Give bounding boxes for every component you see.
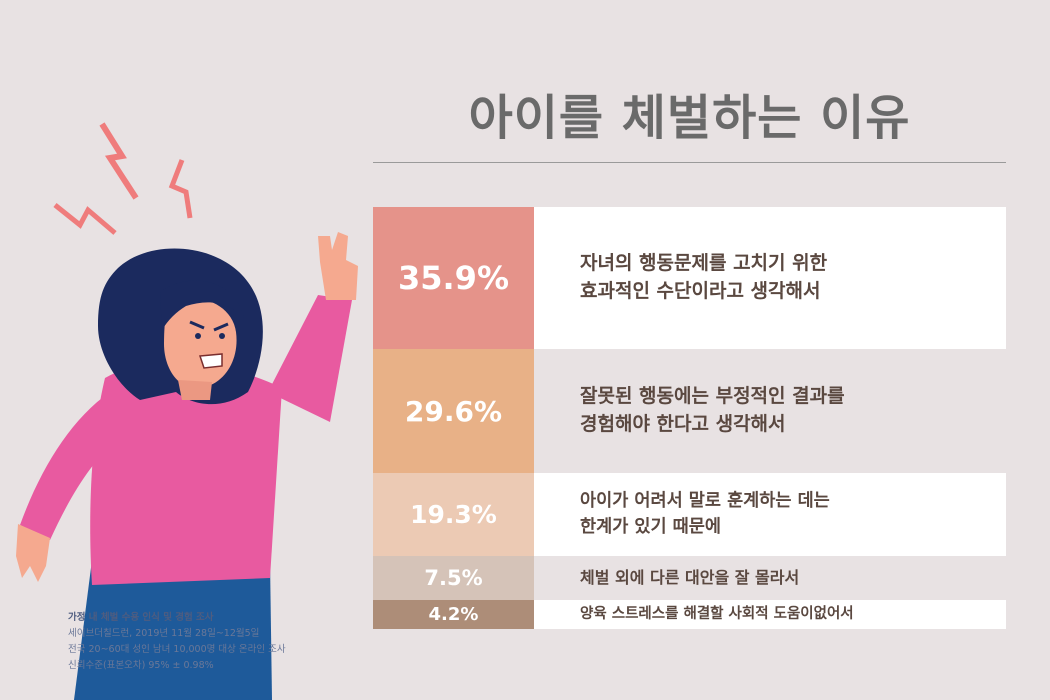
reason-line: 아이가 어려서 말로 훈계하는 데는 <box>580 491 830 512</box>
reason-line: 자녀의 행동문제를 고치기 위한 <box>580 252 828 275</box>
mouth <box>198 353 223 369</box>
percent-cell: 35.9% <box>373 207 534 349</box>
reason-line: 한계가 있기 때문에 <box>580 516 721 537</box>
eyebrow <box>189 320 205 330</box>
reason-cell: 양육 스트레스를 해결할 사회적 도움이없어서 <box>534 600 1006 629</box>
reason-line: 체벌 외에 다른 대안을 잘 몰라서 <box>580 568 800 588</box>
hair-fringe <box>160 280 244 330</box>
raised-hand <box>318 232 358 300</box>
left-hand <box>16 524 50 582</box>
jeans <box>74 560 272 700</box>
reason-line: 양육 스트레스를 해결할 사회적 도움이없어서 <box>580 605 854 622</box>
lightning-icon <box>99 122 139 200</box>
percent-cell: 19.3% <box>373 473 534 556</box>
reason-text: 체벌 외에 다른 대안을 잘 몰라서 <box>580 566 799 589</box>
sweater <box>90 362 283 585</box>
eye <box>195 333 201 339</box>
page-title: 아이를 체벌하는 이유 <box>468 90 911 146</box>
reason-cell: 체벌 외에 다른 대안을 잘 몰라서 <box>534 556 1006 600</box>
reason-text: 양육 스트레스를 해결할 사회적 도움이없어서 <box>580 604 854 625</box>
source-line: 세이브더칠드런, 2019년 11월 28일~12월5일 <box>68 628 260 639</box>
percent-cell: 4.2% <box>373 600 534 629</box>
raised-arm <box>268 295 352 422</box>
reason-row: 4.2% 양육 스트레스를 해결할 사회적 도움이없어서 <box>373 600 1006 629</box>
eye <box>219 333 225 339</box>
title-divider <box>373 162 1006 163</box>
source-line: 전국 20~60대 성인 남녀 10,000명 대상 온라인 조사 <box>68 644 286 655</box>
neck <box>178 380 212 400</box>
left-arm <box>20 392 118 540</box>
percent-cell: 7.5% <box>373 556 534 600</box>
frustrated-woman-illustration <box>16 122 358 700</box>
source-heading: 가정 내 체벌 수용 인식 및 경험 조사 <box>68 612 214 623</box>
reason-line: 효과적인 수단이라고 생각해서 <box>580 280 821 302</box>
reason-line: 잘못된 행동에는 부정적인 결과를 <box>580 385 845 408</box>
lightning-icon <box>53 203 117 235</box>
survey-source-note: 가정 내 체벌 수용 인식 및 경험 조사 세이브더칠드런, 2019년 11월… <box>68 610 318 674</box>
source-line: 신뢰수준(표본오차) 95% ± 0.98% <box>68 660 214 671</box>
reason-row: 7.5% 체벌 외에 다른 대안을 잘 몰라서 <box>373 556 1006 600</box>
eyebrow <box>213 322 229 332</box>
lightning-icon <box>168 159 193 219</box>
percent-cell: 29.6% <box>373 349 534 473</box>
reason-line: 경험해야 한다고 생각해서 <box>580 413 786 435</box>
